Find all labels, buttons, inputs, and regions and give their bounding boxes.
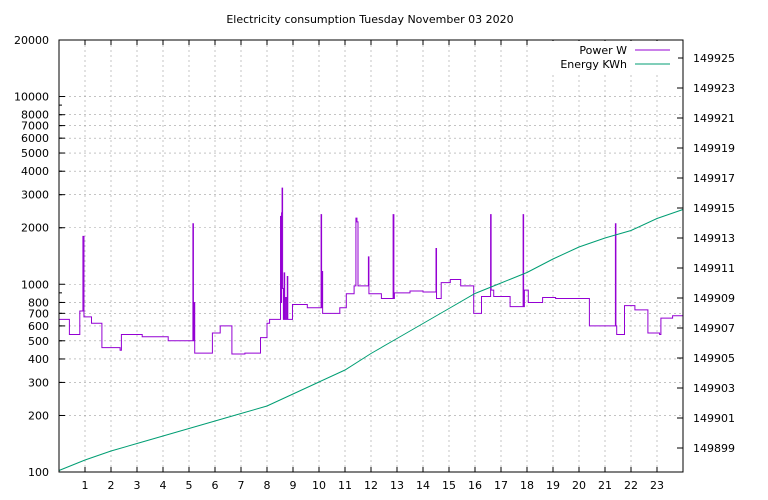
y-left-tick-label: 700	[28, 307, 49, 320]
y-right-tick-label: 149907	[693, 322, 735, 335]
y-right-tick-label: 149915	[693, 202, 735, 215]
x-tick-label: 8	[264, 479, 271, 492]
y-right-tick-label: 149925	[693, 52, 735, 65]
x-tick-label: 23	[650, 479, 664, 492]
legend-label-energy: Energy KWh	[560, 58, 627, 71]
y-left-tick-label: 4000	[21, 165, 49, 178]
x-tick-label: 19	[546, 479, 560, 492]
x-tick-label: 10	[312, 479, 326, 492]
x-tick-label: 16	[468, 479, 482, 492]
y-left-tick-label: 2000	[21, 222, 49, 235]
x-tick-label: 4	[160, 479, 167, 492]
y-left-tick-label: 8000	[21, 109, 49, 122]
x-tick-label: 1	[82, 479, 89, 492]
y-right-tick-label: 149923	[693, 82, 735, 95]
y-left-tick-label: 800	[28, 296, 49, 309]
x-tick-label: 5	[186, 479, 193, 492]
y-left-tick-label: 6000	[21, 132, 49, 145]
plot-frame	[58, 39, 684, 473]
x-tick-label: 6	[212, 479, 219, 492]
x-tick-label: 17	[494, 479, 508, 492]
x-tick-label: 3	[134, 479, 141, 492]
y-left-tick-label: 400	[28, 353, 49, 366]
y-right-tick-label: 149901	[693, 412, 735, 425]
y-right-tick-label: 149903	[693, 382, 735, 395]
y-left-tick-label: 5000	[21, 147, 49, 160]
y-right-tick-label: 149921	[693, 112, 735, 125]
x-tick-label: 14	[416, 479, 430, 492]
x-tick-label: 22	[624, 479, 638, 492]
y-left-tick-label: 500	[28, 335, 49, 348]
legend-label-power: Power W	[579, 44, 627, 57]
series-line-energy	[58, 209, 684, 471]
y-left-tick-label: 1000	[21, 278, 49, 291]
x-tick-label: 12	[364, 479, 378, 492]
x-tick-label: 21	[598, 479, 612, 492]
y-right-tick-label: 149899	[693, 442, 735, 455]
chart-title: Electricity consumption Tuesday November…	[226, 13, 513, 26]
x-tick-label: 15	[442, 479, 456, 492]
y-right-tick-label: 149919	[693, 142, 735, 155]
series-layer	[58, 187, 684, 471]
x-tick-label: 20	[572, 479, 586, 492]
y-right-tick-label: 149917	[693, 172, 735, 185]
y-right-tick-label: 149913	[693, 232, 735, 245]
y-left-tick-label: 300	[28, 376, 49, 389]
y-left-tick-label: 20000	[14, 34, 49, 47]
x-tick-label: 18	[520, 479, 534, 492]
y-right-tick-label: 149911	[693, 262, 735, 275]
axis-ticks: 1 2 3 4 5 6 7 8 9 10 11 12 13 14 15 16 17 18 19 20 21 22 23100…	[14, 34, 735, 492]
y-left-tick-label: 200	[28, 409, 49, 422]
y-left-tick-label: 600	[28, 320, 49, 333]
series-line-power	[59, 187, 683, 355]
x-tick-label: 7	[238, 479, 245, 492]
x-tick-label: 13	[390, 479, 404, 492]
grid-lines	[59, 39, 683, 473]
x-tick-label: 2	[108, 479, 115, 492]
legend-background	[548, 41, 678, 73]
x-tick-label: 9	[290, 479, 297, 492]
y-left-tick-label: 100	[28, 466, 49, 479]
y-left-tick-label: 10000	[14, 91, 49, 104]
y-right-tick-label: 149905	[693, 352, 735, 365]
x-tick-label: 11	[338, 479, 352, 492]
y-left-tick-label: 7000	[21, 120, 49, 133]
y-left-tick-label: 3000	[21, 189, 49, 202]
y-right-tick-label: 149909	[693, 292, 735, 305]
legend: Power W Energy KWh	[548, 41, 678, 73]
